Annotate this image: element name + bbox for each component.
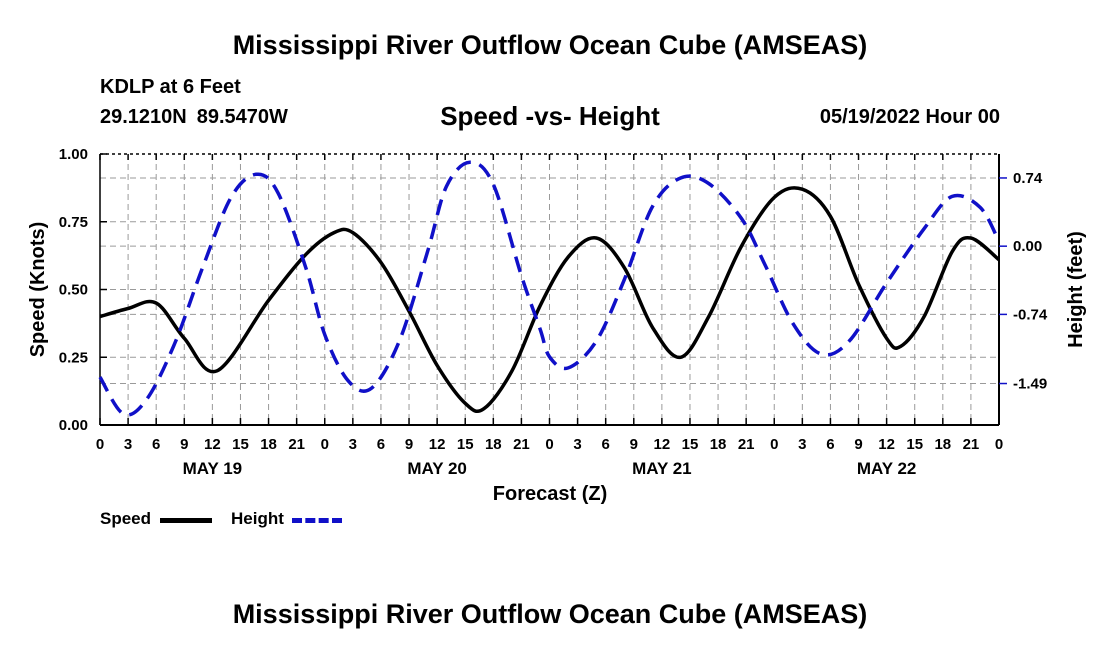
chart-main-title: Mississippi River Outflow Ocean Cube (AM…: [232, 30, 868, 60]
x-day-label: MAY 19: [183, 459, 243, 478]
x-tick-label: 9: [180, 436, 188, 453]
y-tick-label: 0.25: [59, 349, 88, 366]
x-tick-label: 18: [710, 436, 727, 453]
series-layer: [98, 160, 1001, 417]
y-axis-title: Speed (Knots): [27, 222, 49, 358]
x-day-label: MAY 21: [632, 459, 692, 478]
x-tick-label: 21: [738, 436, 755, 453]
x-tick-label: 0: [321, 436, 329, 453]
y-tick-label: 1.00: [59, 146, 88, 163]
x-tick-label: 9: [630, 436, 638, 453]
x-tick-label: 3: [573, 436, 581, 453]
x-tick-label: 18: [260, 436, 277, 453]
x-tick-label: 0: [995, 436, 1003, 453]
y-tick-label: 0.00: [59, 417, 88, 434]
x-tick-label: 21: [963, 436, 980, 453]
x-tick-label: 12: [204, 436, 221, 453]
forecast-datetime: 05/19/2022 Hour 00: [819, 106, 1000, 128]
x-day-label: MAY 20: [407, 459, 467, 478]
labels-layer: 0 3 6 9 12 15 18 21 0 3 6 9 12 15 18 21 0 3 6 9 12 15 18 21 0 3 6 9…: [27, 146, 1087, 505]
x-day-label: MAY 22: [857, 459, 917, 478]
x-tick-label: 12: [429, 436, 446, 453]
legend-speed-label: Speed: [100, 509, 152, 528]
x-tick-label: 15: [906, 436, 923, 453]
y2-tick-label: -1.49: [1013, 376, 1047, 393]
footer-title: Mississippi River Outflow Ocean Cube (AM…: [232, 599, 868, 629]
x-tick-label: 12: [654, 436, 671, 453]
x-tick-label: 15: [232, 436, 249, 453]
x-tick-label: 3: [349, 436, 357, 453]
x-tick-label: 18: [485, 436, 502, 453]
series-speed-line: [99, 186, 1001, 414]
x-tick-label: 6: [826, 436, 834, 453]
x-tick-label: 9: [854, 436, 862, 453]
x-tick-label: 6: [377, 436, 385, 453]
x-tick-label: 3: [124, 436, 132, 453]
longitude: 89.5470W: [196, 106, 288, 128]
x-tick-label: 9: [405, 436, 413, 453]
y2-tick-label: 0.00: [1013, 238, 1042, 255]
x-tick-label: 15: [457, 436, 474, 453]
x-tick-label: 3: [798, 436, 806, 453]
chart-subtitle: Speed -vs- Height: [440, 101, 660, 131]
y2-tick-label: 0.74: [1013, 170, 1043, 187]
x-tick-label: 21: [513, 436, 530, 453]
x-tick-label: 21: [288, 436, 305, 453]
x-tick-label: 12: [878, 436, 895, 453]
latitude: 29.1210N: [100, 106, 187, 128]
x-axis-title: Forecast (Z): [493, 483, 607, 505]
x-tick-label: 0: [545, 436, 553, 453]
y-tick-label: 0.75: [59, 214, 88, 231]
y-tick-label: 0.50: [59, 282, 88, 299]
legend-height-label: Height: [231, 509, 284, 528]
x-tick-label: 15: [682, 436, 699, 453]
y2-axis-title: Height (feet): [1065, 231, 1087, 348]
x-tick-label: 0: [770, 436, 778, 453]
station-label: KDLP at 6 Feet: [100, 76, 241, 98]
legend-speed-swatch: [160, 518, 212, 523]
grid-layer: [100, 154, 999, 425]
x-tick-label: 6: [152, 436, 160, 453]
axes-layer: [99, 153, 1007, 426]
legend-height-swatch: [292, 518, 342, 523]
x-tick-label: 6: [602, 436, 610, 453]
y2-tick-label: -0.74: [1013, 306, 1048, 323]
x-tick-label: 0: [96, 436, 104, 453]
x-tick-label: 18: [934, 436, 951, 453]
series-height-line: [98, 160, 1001, 417]
station-coordinates: 29.1210N 89.5470W: [100, 106, 298, 129]
